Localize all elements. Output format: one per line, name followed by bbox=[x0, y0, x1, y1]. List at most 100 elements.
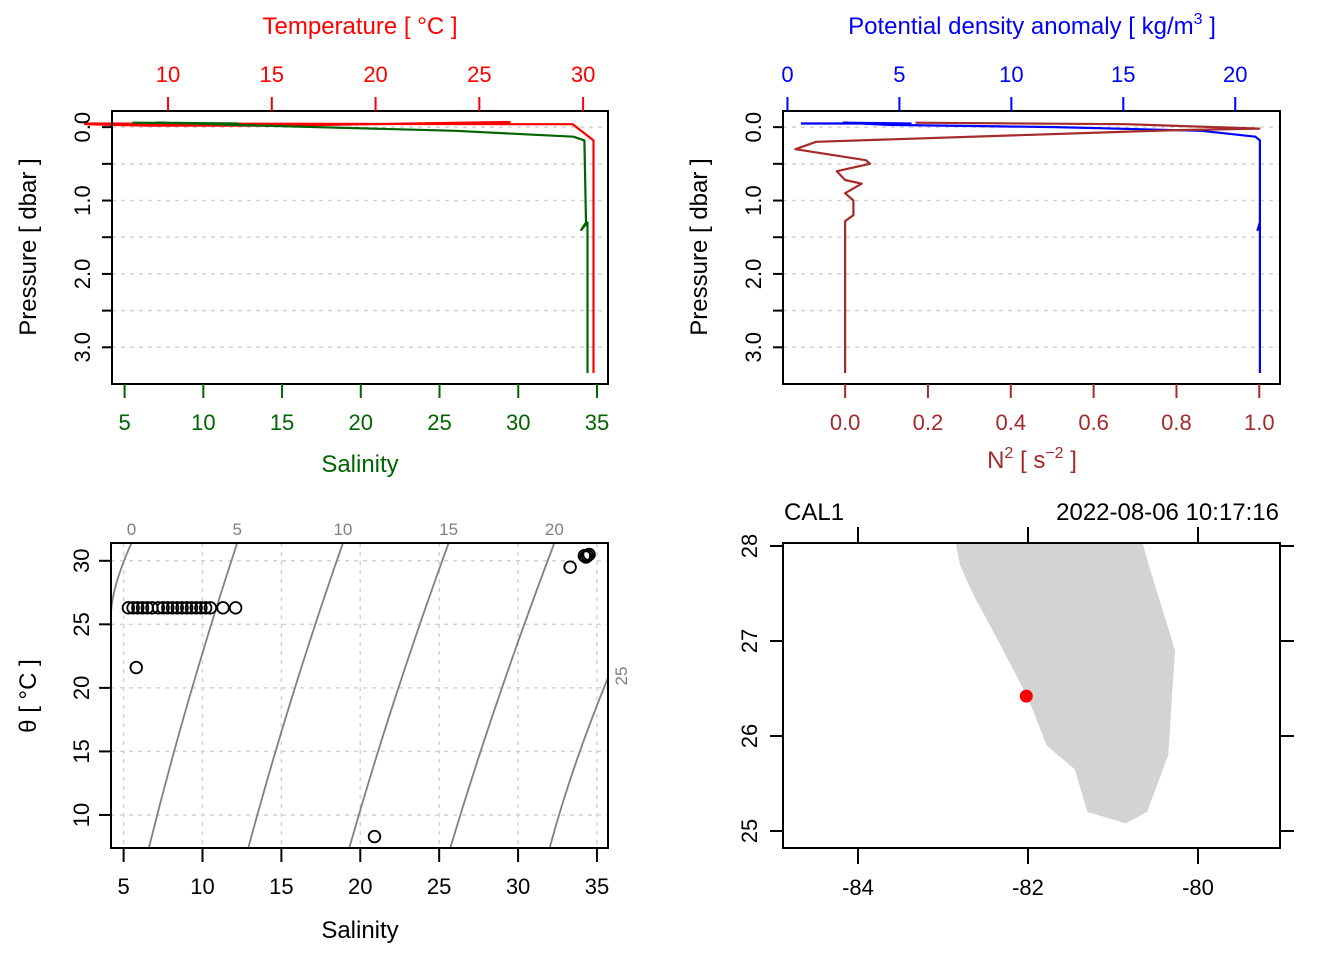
top-axis-label-main: Potential density anomaly [ kg/m bbox=[848, 13, 1194, 40]
longitude-tick-label: -82 bbox=[1012, 875, 1044, 900]
isopycnal-label: 25 bbox=[612, 667, 631, 686]
bottom-axis-label: N2 [ s−2 ] bbox=[987, 445, 1077, 474]
top-axis-label: Potential density anomaly [ kg/m3 ] bbox=[848, 11, 1216, 40]
left-tick-label: 0.0 bbox=[70, 112, 95, 143]
left-tick-label: 30 bbox=[69, 549, 94, 573]
bottom-axis-label-end: ] bbox=[1064, 447, 1077, 474]
isopycnals: 0 5 10 15 20 25 bbox=[111, 520, 631, 848]
series-potential-density-anomaly bbox=[800, 121, 1262, 373]
bottom-tick-label: 15 bbox=[270, 410, 294, 435]
data-point bbox=[228, 601, 243, 615]
data-point bbox=[126, 601, 140, 615]
axis-ticks: 5 10 15 20 25 30 35 10 15 20 25 30 bbox=[69, 549, 609, 899]
latitude-tick-label: 28 bbox=[737, 534, 762, 558]
isopycnal-label: 20 bbox=[545, 520, 564, 539]
bottom-axis-label: Salinity bbox=[321, 917, 398, 944]
bottom-tick-label: 0.0 bbox=[830, 410, 861, 435]
bottom-tick-label: 1.0 bbox=[1244, 410, 1275, 435]
bottom-tick-label: 20 bbox=[348, 874, 372, 899]
top-tick-label: 15 bbox=[260, 62, 284, 87]
series-n2 bbox=[794, 121, 1261, 373]
isopycnal-line bbox=[548, 677, 608, 848]
bottom-tick-label: 25 bbox=[427, 410, 451, 435]
isopycnal-label: 10 bbox=[333, 520, 352, 539]
axis-ticks: 0.0 1.0 2.0 3.0 10 15 20 25 30 5 10 15 20 25 30 35 bbox=[70, 62, 609, 435]
left-tick-label: 2.0 bbox=[70, 259, 95, 290]
bottom-axis-label: Salinity bbox=[321, 451, 398, 478]
data-point bbox=[156, 601, 170, 615]
isopycnal-line bbox=[147, 543, 239, 848]
data-point bbox=[580, 549, 595, 563]
grid bbox=[111, 543, 608, 848]
profile-lines bbox=[83, 120, 595, 373]
data-point bbox=[165, 601, 180, 615]
isopycnal-label: 5 bbox=[232, 520, 241, 539]
grid bbox=[112, 126, 608, 349]
grid bbox=[783, 126, 1280, 349]
panel-ts-diagram: 0 5 10 15 20 25 5 10 15 20 25 30 35 10 15 20 25 30 Salin… bbox=[15, 520, 631, 944]
left-tick-label: 25 bbox=[69, 612, 94, 636]
top-axis-label: Temperature [ °C ] bbox=[263, 13, 458, 40]
top-tick-label: 15 bbox=[1111, 62, 1135, 87]
station-name: CAL1 bbox=[784, 499, 844, 526]
top-tick-label: 5 bbox=[893, 62, 905, 87]
isopycnal-line bbox=[348, 543, 450, 848]
data-point bbox=[131, 601, 145, 615]
data-point bbox=[579, 550, 593, 564]
scatter-points bbox=[121, 547, 596, 844]
isopycnal-line bbox=[449, 543, 556, 848]
data-point bbox=[129, 660, 143, 675]
bottom-tick-label: 0.4 bbox=[995, 410, 1026, 435]
coastline-land bbox=[955, 543, 1176, 824]
isopycnal-label: 15 bbox=[439, 520, 458, 539]
superscript: 3 bbox=[1194, 11, 1203, 28]
data-point bbox=[194, 601, 208, 615]
left-tick-label: 1.0 bbox=[741, 185, 766, 216]
left-tick-label: 2.0 bbox=[741, 259, 766, 290]
top-tick-label: 0 bbox=[781, 62, 793, 87]
left-tick-label: 10 bbox=[69, 803, 94, 827]
data-point bbox=[189, 601, 203, 615]
data-point bbox=[582, 547, 596, 562]
top-tick-label: 10 bbox=[999, 62, 1023, 87]
superscript: −2 bbox=[1045, 445, 1063, 462]
bottom-tick-label: 10 bbox=[191, 410, 215, 435]
bottom-tick-label: 5 bbox=[118, 410, 130, 435]
data-point bbox=[151, 601, 166, 615]
data-point bbox=[161, 601, 175, 615]
latitude-tick-label: 26 bbox=[737, 724, 762, 748]
left-tick-label: 3.0 bbox=[741, 332, 766, 363]
plot-frame bbox=[111, 110, 609, 385]
data-point bbox=[563, 560, 577, 574]
left-axis-label: θ [ °C ] bbox=[15, 659, 42, 733]
bottom-tick-label: 10 bbox=[190, 874, 214, 899]
bottom-tick-label: 35 bbox=[585, 410, 609, 435]
bottom-tick-label: 25 bbox=[427, 874, 451, 899]
left-tick-label: 20 bbox=[69, 676, 94, 700]
station-marker[interactable] bbox=[1019, 689, 1033, 703]
bottom-tick-label: 30 bbox=[506, 410, 530, 435]
bottom-tick-label: 30 bbox=[506, 874, 530, 899]
superscript: 2 bbox=[1004, 445, 1013, 462]
isopycnal-label: 0 bbox=[127, 520, 136, 539]
bottom-axis-label-n: N bbox=[987, 447, 1004, 474]
panel-station-map: -84 -82 -80 28 27 26 25 CAL1 2022-08-06 10:17:… bbox=[737, 499, 1294, 900]
top-tick-label: 20 bbox=[363, 62, 387, 87]
bottom-tick-label: 0.6 bbox=[1078, 410, 1109, 435]
plot-frame bbox=[782, 110, 1281, 385]
top-axis-label-end: ] bbox=[1203, 13, 1216, 40]
plot-frame bbox=[110, 542, 609, 849]
bottom-tick-label: 15 bbox=[269, 874, 293, 899]
data-point bbox=[216, 601, 230, 615]
top-tick-label: 20 bbox=[1223, 62, 1247, 87]
data-point bbox=[121, 601, 136, 615]
top-tick-label: 25 bbox=[467, 62, 491, 87]
left-axis-label: Pressure [ dbar ] bbox=[15, 158, 42, 335]
axis-ticks: -84 -82 -80 28 27 26 25 bbox=[737, 527, 1294, 900]
bottom-tick-label: 5 bbox=[117, 874, 129, 899]
bottom-tick-label: 0.8 bbox=[1161, 410, 1192, 435]
station-datetime: 2022-08-06 10:17:16 bbox=[1056, 499, 1279, 526]
left-tick-label: 0.0 bbox=[741, 112, 766, 143]
latitude-tick-label: 25 bbox=[737, 819, 762, 843]
isopycnal-line bbox=[247, 543, 344, 848]
